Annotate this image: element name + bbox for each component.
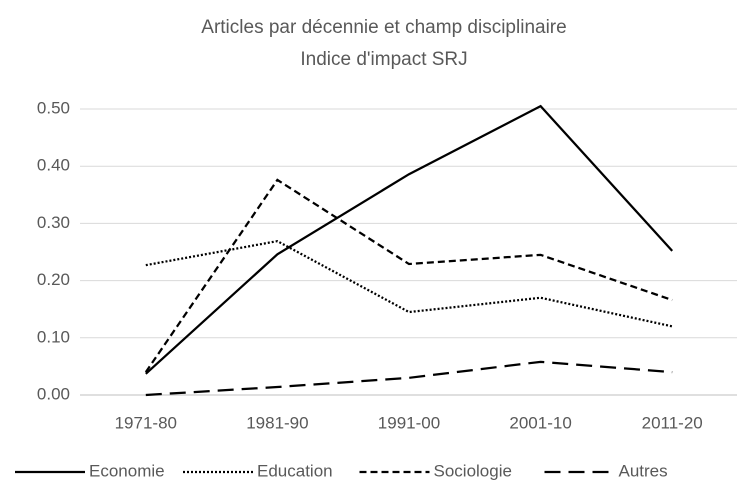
y-tick-label: 0.40 — [37, 156, 70, 175]
legend-label: Economie — [89, 461, 165, 480]
line-series — [144, 178, 673, 373]
legend-label: Autres — [619, 461, 668, 480]
y-tick-label: 0.50 — [37, 98, 70, 117]
x-tick-label: 1981-90 — [246, 413, 308, 432]
legend-label: Sociologie — [434, 461, 512, 480]
line-series — [145, 239, 673, 328]
y-tick-label: 0.30 — [37, 213, 70, 232]
line-series — [145, 104, 674, 375]
y-tick-label: 0.00 — [37, 384, 70, 403]
y-tick-label: 0.20 — [37, 270, 70, 289]
x-tick-label: 1971-80 — [115, 413, 177, 432]
legend-label: Education — [257, 461, 333, 480]
chart-subtitle: Indice d'impact SRJ — [300, 49, 467, 70]
chart-title: Articles par décennie et champ disciplin… — [201, 17, 566, 38]
y-tick-label: 0.10 — [37, 327, 70, 346]
x-tick-label: 1991-00 — [378, 413, 440, 432]
x-tick-label: 2001-10 — [509, 413, 571, 432]
line-series — [145, 360, 673, 397]
x-tick-label: 2011-20 — [642, 413, 703, 432]
